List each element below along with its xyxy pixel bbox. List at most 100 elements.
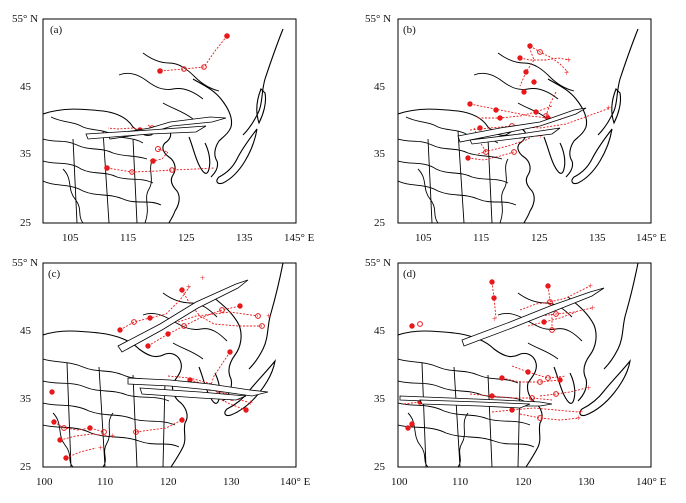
trajectory-end-marker: + (564, 68, 569, 78)
trajectory-marker (467, 101, 473, 107)
trajectory-marker (147, 315, 153, 321)
lon-tick: 135 (236, 232, 253, 244)
trajectory-end-marker: + (492, 314, 497, 324)
lon-tick: 145° E (636, 232, 667, 244)
map-frame-a (42, 18, 297, 224)
track-markers-b: +++ ++ (465, 43, 611, 161)
lat-tick: 35 (20, 393, 32, 405)
trajectory-marker (543, 113, 549, 119)
trajectory-line (501, 377, 561, 383)
trajectory-marker (155, 146, 161, 152)
map-frame-c (42, 262, 297, 468)
trajectory-end-marker: + (266, 311, 271, 321)
trajectory-line (519, 57, 571, 61)
trajectory-marker (157, 68, 163, 74)
lat-tick: 25 (374, 217, 386, 229)
trajectory-line (119, 285, 191, 331)
trajectory-marker (117, 327, 123, 333)
map-frame-b (397, 18, 652, 224)
panel-b: +++ ++ (b) 55° N 45 35 25 105 115 125 13… (365, 13, 667, 244)
panel-c: + + + + + + (c) 55° N 45 35 25 100 110 120 1… (12, 257, 311, 488)
trajectory-marker (529, 395, 535, 401)
trajectory-marker (537, 415, 543, 421)
trajectory-line (53, 421, 105, 433)
trajectory-marker (499, 375, 505, 381)
lat-tick: 45 (374, 81, 386, 93)
trajectories-a (104, 33, 230, 175)
trajectory-line (469, 393, 553, 401)
trajectory-marker (465, 155, 471, 161)
lon-tick: 135 (589, 232, 606, 244)
lat-ticks-b: 55° N 45 35 25 (365, 13, 391, 229)
trajectory-line (59, 433, 109, 441)
lat-ticks-a: 55° N 45 35 25 (12, 13, 38, 229)
lon-tick: 100 (36, 476, 53, 488)
trajectory-line (478, 105, 553, 119)
lat-tick: 55° N (365, 13, 391, 25)
trajectory-marker (491, 295, 497, 301)
lat-tick: 55° N (12, 257, 38, 269)
trajectory-end-marker: + (576, 413, 581, 423)
trajectory-marker (489, 393, 495, 399)
trajectory-marker (129, 169, 135, 175)
lon-tick: 145° E (284, 232, 315, 244)
trajectory-marker (509, 407, 515, 413)
lon-ticks-a: 105 115 125 135 145° E (62, 232, 315, 244)
trajectory-marker (224, 33, 230, 39)
trajectory-marker (545, 375, 551, 381)
trajectory-line (539, 387, 587, 397)
trajectory-end-marker: + (248, 398, 253, 408)
trajectory-line (65, 447, 97, 459)
trajectory-end-marker: + (588, 281, 593, 291)
trajectory-line (529, 45, 569, 73)
lon-tick: 105 (415, 232, 432, 244)
trajectory-line (159, 35, 228, 72)
lat-tick: 55° N (365, 257, 391, 269)
panel-label: (d) (403, 268, 416, 280)
trajectory-marker (131, 319, 137, 325)
trajectory-marker (145, 343, 151, 349)
trajectory-marker (150, 158, 156, 164)
lat-tick: 45 (374, 325, 386, 337)
trajectory-line (511, 365, 567, 379)
trajectory-marker (133, 429, 139, 435)
jet-arrows-a (85, 116, 227, 140)
trajectory-end-marker: + (186, 282, 191, 292)
trajectory-end-marker: + (538, 131, 543, 141)
trajectory-end-marker: + (98, 443, 103, 453)
trajectory-line (527, 311, 577, 327)
lat-tick: 25 (20, 217, 32, 229)
trajectory-marker (553, 391, 559, 397)
lon-tick: 130 (223, 476, 240, 488)
trajectory-marker (553, 311, 559, 317)
trajectory-marker (104, 165, 110, 171)
trajectory-end-marker: + (590, 303, 595, 313)
trajectory-end-marker: + (586, 383, 591, 393)
lat-tick: 35 (20, 148, 32, 160)
trajectory-marker (169, 167, 175, 173)
lat-tick: 25 (374, 461, 386, 473)
map-frame-d (397, 262, 652, 468)
trajectory-line (519, 413, 581, 421)
trajectory-marker (49, 389, 55, 395)
lat-tick: 45 (20, 325, 32, 337)
lon-ticks-d: 100 110 120 130 140° E (391, 476, 667, 488)
trajectory-marker (101, 429, 107, 435)
trajectories-b: +++ ++ (465, 43, 611, 161)
panel-d: +++ +++ (d) 55° N 45 35 25 100 110 120 1… (365, 257, 667, 488)
trajectory-marker (219, 307, 225, 313)
trajectory-marker (477, 125, 483, 131)
trajectory-end-marker: + (110, 431, 115, 441)
trajectory-marker (181, 66, 187, 72)
trajectory-marker (237, 303, 243, 309)
trajectory-marker (165, 331, 171, 337)
panel-a: (a) 55° N 45 35 25 105 115 125 135 145° … (12, 13, 315, 244)
trajectory-marker (51, 419, 57, 425)
lon-tick: 130 (578, 476, 595, 488)
lon-tick: 125 (178, 232, 195, 244)
lon-tick: 115 (473, 232, 490, 244)
lat-ticks-c: 55° N 45 35 25 (12, 257, 38, 473)
lat-tick: 35 (374, 148, 386, 160)
trajectory-marker (483, 149, 489, 155)
